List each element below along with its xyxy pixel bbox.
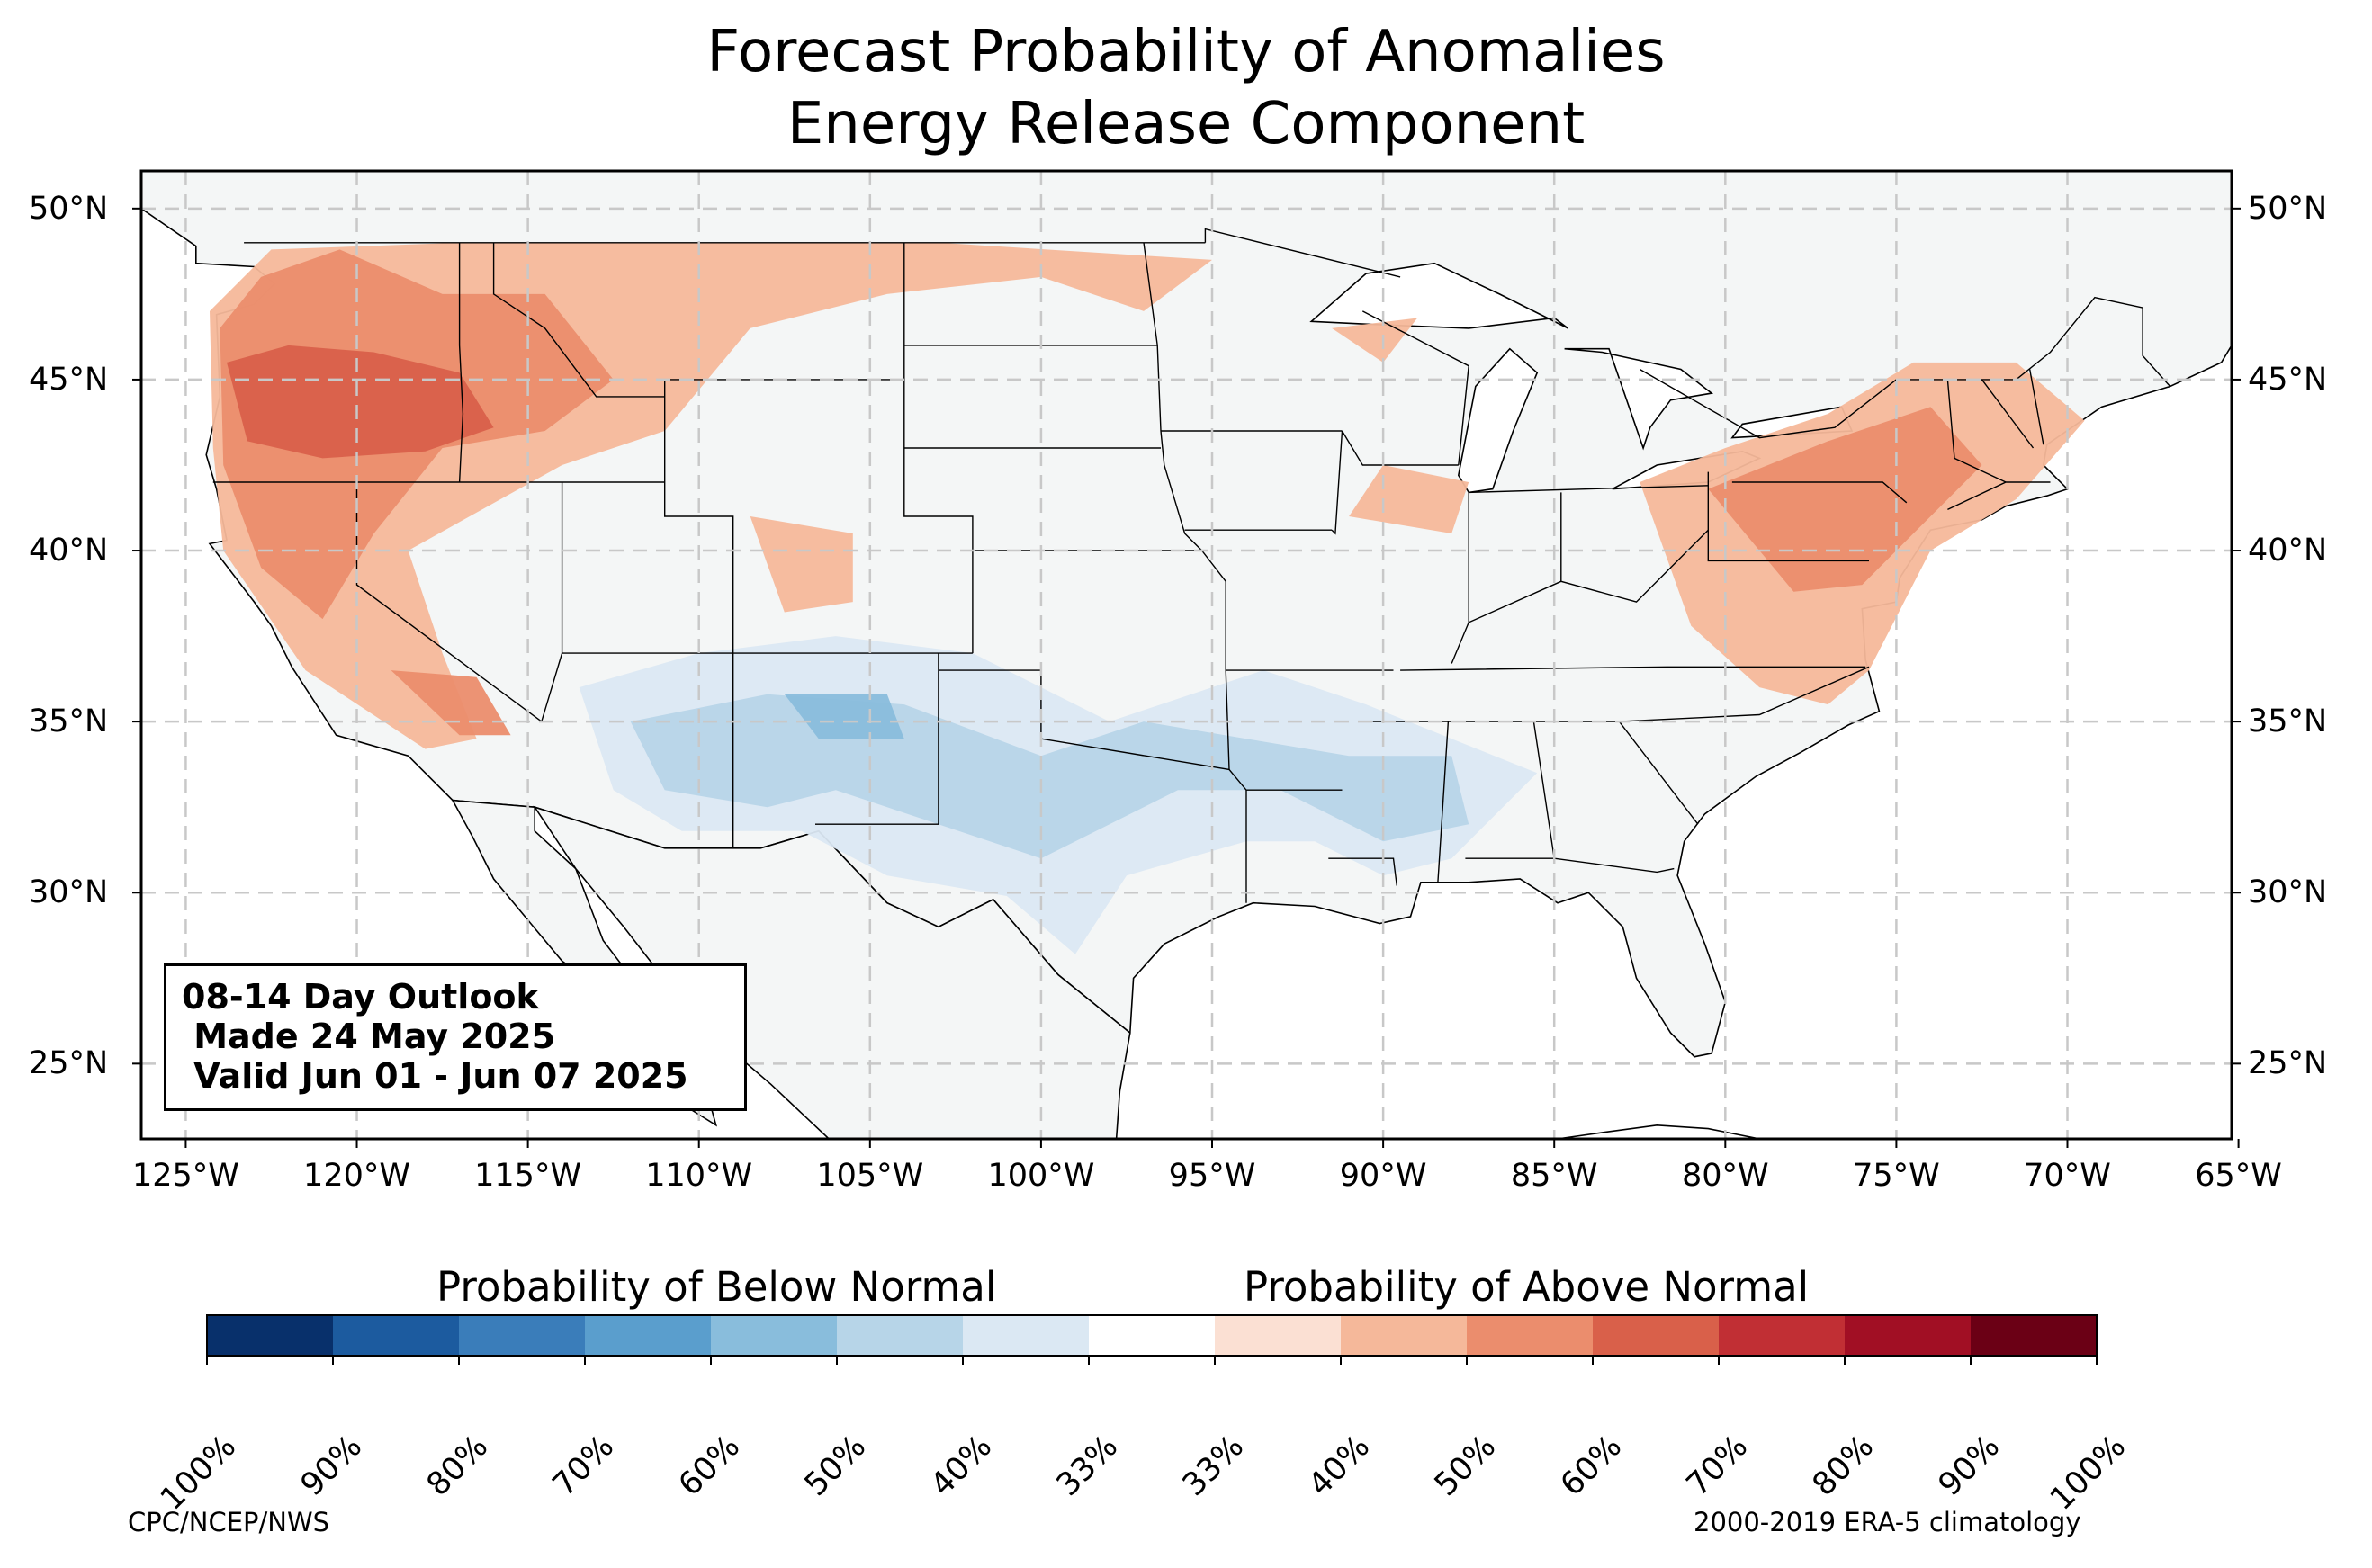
made-date: Made 24 May 2025 — [182, 1017, 555, 1056]
lat-label-right: 35°N — [2248, 706, 2327, 738]
lat-label-left: 35°N — [29, 706, 108, 738]
colorbar-segment — [1215, 1315, 1342, 1356]
colorbar-below-heading: Probability of Below Normal — [436, 1267, 996, 1307]
lon-label: 95°W — [1169, 1160, 1256, 1192]
colorbar-segment — [333, 1315, 460, 1356]
lat-label-left: 30°N — [29, 877, 108, 909]
colorbar-segment — [1467, 1315, 1594, 1356]
lon-label: 65°W — [2195, 1160, 2282, 1192]
lon-label: 90°W — [1340, 1160, 1427, 1192]
colorbar-segment — [837, 1315, 964, 1356]
colorbar-segment — [1593, 1315, 1720, 1356]
lon-label: 110°W — [645, 1160, 752, 1192]
colorbar-above-heading: Probability of Above Normal — [1244, 1267, 1809, 1307]
lat-label-left: 50°N — [29, 193, 108, 225]
lat-label-right: 40°N — [2248, 535, 2327, 567]
colorbar — [207, 1315, 2098, 1365]
colorbar-segment — [1719, 1315, 1846, 1356]
colorbar-segment — [459, 1315, 586, 1356]
lon-label: 80°W — [1682, 1160, 1769, 1192]
colorbar-segment — [963, 1315, 1090, 1356]
colorbar-segment — [1971, 1315, 2098, 1356]
lat-label-right: 30°N — [2248, 877, 2327, 909]
climatology-note: 2000-2019 ERA-5 climatology — [1694, 1510, 2080, 1536]
lat-label-right: 25°N — [2248, 1048, 2327, 1080]
lat-label-left: 45°N — [29, 364, 108, 396]
map-canvas — [0, 0, 2372, 1568]
lat-label-left: 25°N — [29, 1048, 108, 1080]
lon-label: 105°W — [816, 1160, 923, 1192]
lon-label: 125°W — [132, 1160, 239, 1192]
colorbar-segment — [711, 1315, 838, 1356]
lon-label: 120°W — [303, 1160, 410, 1192]
colorbar-segment — [207, 1315, 334, 1356]
lat-label-right: 45°N — [2248, 364, 2327, 396]
colorbar-segment — [585, 1315, 712, 1356]
outlook-info-box: 08-14 Day Outlook Made 24 May 2025 Valid… — [164, 963, 747, 1111]
lon-label: 70°W — [2024, 1160, 2111, 1192]
valid-range: Valid Jun 01 - Jun 07 2025 — [182, 1056, 688, 1096]
lon-label: 85°W — [1511, 1160, 1598, 1192]
lat-label-right: 50°N — [2248, 193, 2327, 225]
credit-text: CPC/NCEP/NWS — [128, 1510, 329, 1536]
lon-label: 75°W — [1853, 1160, 1940, 1192]
colorbar-segment — [1089, 1315, 1216, 1356]
lon-label: 100°W — [987, 1160, 1094, 1192]
outlook-period: 08-14 Day Outlook — [182, 977, 539, 1017]
lon-label: 115°W — [474, 1160, 581, 1192]
lat-label-left: 40°N — [29, 535, 108, 567]
colorbar-segment — [1341, 1315, 1468, 1356]
colorbar-segment — [1845, 1315, 1972, 1356]
